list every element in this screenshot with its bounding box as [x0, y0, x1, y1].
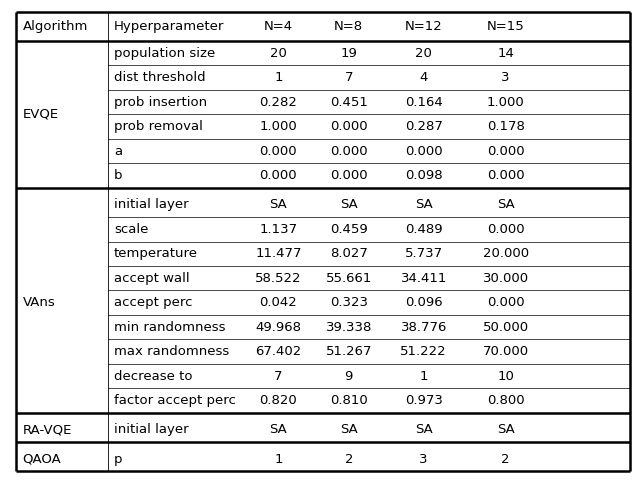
Text: accept perc: accept perc — [114, 296, 193, 309]
Text: 0.000: 0.000 — [487, 223, 524, 236]
Text: RA-VQE: RA-VQE — [22, 423, 72, 436]
Text: 0.096: 0.096 — [405, 296, 442, 309]
Text: 0.287: 0.287 — [404, 120, 443, 133]
Text: 4: 4 — [419, 71, 428, 84]
Text: 0.459: 0.459 — [330, 223, 367, 236]
Text: 0.000: 0.000 — [487, 144, 524, 157]
Text: 0.000: 0.000 — [330, 120, 367, 133]
Text: 0.000: 0.000 — [405, 144, 442, 157]
Text: 3: 3 — [419, 453, 428, 466]
Text: prob insertion: prob insertion — [114, 96, 207, 108]
Text: 0.042: 0.042 — [260, 296, 297, 309]
Text: 5.737: 5.737 — [404, 247, 443, 260]
Text: 1.000: 1.000 — [260, 120, 297, 133]
Text: 2: 2 — [344, 453, 353, 466]
Text: 0.489: 0.489 — [405, 223, 442, 236]
Text: Algorithm: Algorithm — [22, 20, 88, 33]
Text: min randomness: min randomness — [114, 321, 225, 334]
Text: 1.000: 1.000 — [487, 96, 524, 108]
Text: 20: 20 — [415, 47, 432, 60]
Text: 3: 3 — [501, 71, 510, 84]
Text: 0.282: 0.282 — [259, 96, 298, 108]
Text: 0.000: 0.000 — [330, 144, 367, 157]
Text: 0.178: 0.178 — [486, 120, 525, 133]
Text: 20.000: 20.000 — [483, 247, 529, 260]
Text: scale: scale — [114, 223, 148, 236]
Text: 20: 20 — [270, 47, 287, 60]
Text: 0.000: 0.000 — [260, 144, 297, 157]
Text: Hyperparameter: Hyperparameter — [114, 20, 224, 33]
Text: 67.402: 67.402 — [255, 345, 301, 358]
Text: 0.000: 0.000 — [330, 169, 367, 182]
Text: 0.800: 0.800 — [487, 394, 524, 407]
Text: 1: 1 — [419, 370, 428, 383]
Text: 50.000: 50.000 — [483, 321, 529, 334]
Text: 0.000: 0.000 — [487, 296, 524, 309]
Text: 0.000: 0.000 — [487, 169, 524, 182]
Text: 11.477: 11.477 — [255, 247, 301, 260]
Text: b: b — [114, 169, 122, 182]
Text: N=8: N=8 — [334, 20, 364, 33]
Text: 0.810: 0.810 — [330, 394, 367, 407]
Text: a: a — [114, 144, 122, 157]
Text: SA: SA — [340, 423, 358, 436]
Text: initial layer: initial layer — [114, 198, 189, 211]
Text: 0.451: 0.451 — [330, 96, 368, 108]
Text: temperature: temperature — [114, 247, 198, 260]
Text: dist threshold: dist threshold — [114, 71, 205, 84]
Text: 10: 10 — [497, 370, 514, 383]
Text: max randomness: max randomness — [114, 345, 229, 358]
Text: 0.000: 0.000 — [260, 169, 297, 182]
Text: SA: SA — [269, 198, 287, 211]
Text: 1: 1 — [274, 453, 283, 466]
Text: 51.222: 51.222 — [401, 345, 447, 358]
Text: 58.522: 58.522 — [255, 272, 301, 285]
Text: N=4: N=4 — [264, 20, 293, 33]
Text: 0.164: 0.164 — [405, 96, 442, 108]
Text: 55.661: 55.661 — [326, 272, 372, 285]
Text: 39.338: 39.338 — [326, 321, 372, 334]
Text: 0.098: 0.098 — [405, 169, 442, 182]
Text: 0.323: 0.323 — [330, 296, 368, 309]
Text: 1: 1 — [274, 71, 283, 84]
Text: initial layer: initial layer — [114, 423, 189, 436]
Text: 1.137: 1.137 — [259, 223, 298, 236]
Text: VAns: VAns — [22, 296, 55, 309]
Text: QAOA: QAOA — [22, 453, 61, 466]
Text: SA: SA — [415, 423, 433, 436]
Text: 8.027: 8.027 — [330, 247, 368, 260]
Text: SA: SA — [497, 198, 515, 211]
Text: prob removal: prob removal — [114, 120, 203, 133]
Text: SA: SA — [497, 423, 515, 436]
Text: 7: 7 — [344, 71, 353, 84]
Text: 19: 19 — [340, 47, 357, 60]
Text: p: p — [114, 453, 122, 466]
Text: 0.973: 0.973 — [404, 394, 443, 407]
Text: 49.968: 49.968 — [255, 321, 301, 334]
Text: 14: 14 — [497, 47, 514, 60]
Text: factor accept perc: factor accept perc — [114, 394, 236, 407]
Text: 9: 9 — [344, 370, 353, 383]
Text: EVQE: EVQE — [22, 108, 58, 121]
Text: SA: SA — [415, 198, 433, 211]
Text: 2: 2 — [501, 453, 510, 466]
Text: 38.776: 38.776 — [401, 321, 447, 334]
Text: 7: 7 — [274, 370, 283, 383]
Text: 70.000: 70.000 — [483, 345, 529, 358]
Text: 30.000: 30.000 — [483, 272, 529, 285]
Text: SA: SA — [269, 423, 287, 436]
Text: decrease to: decrease to — [114, 370, 193, 383]
Text: population size: population size — [114, 47, 215, 60]
Text: accept wall: accept wall — [114, 272, 189, 285]
Text: N=12: N=12 — [405, 20, 442, 33]
Text: SA: SA — [340, 198, 358, 211]
Text: 34.411: 34.411 — [401, 272, 447, 285]
Text: 0.820: 0.820 — [260, 394, 297, 407]
Text: 51.267: 51.267 — [326, 345, 372, 358]
Text: N=15: N=15 — [487, 20, 524, 33]
